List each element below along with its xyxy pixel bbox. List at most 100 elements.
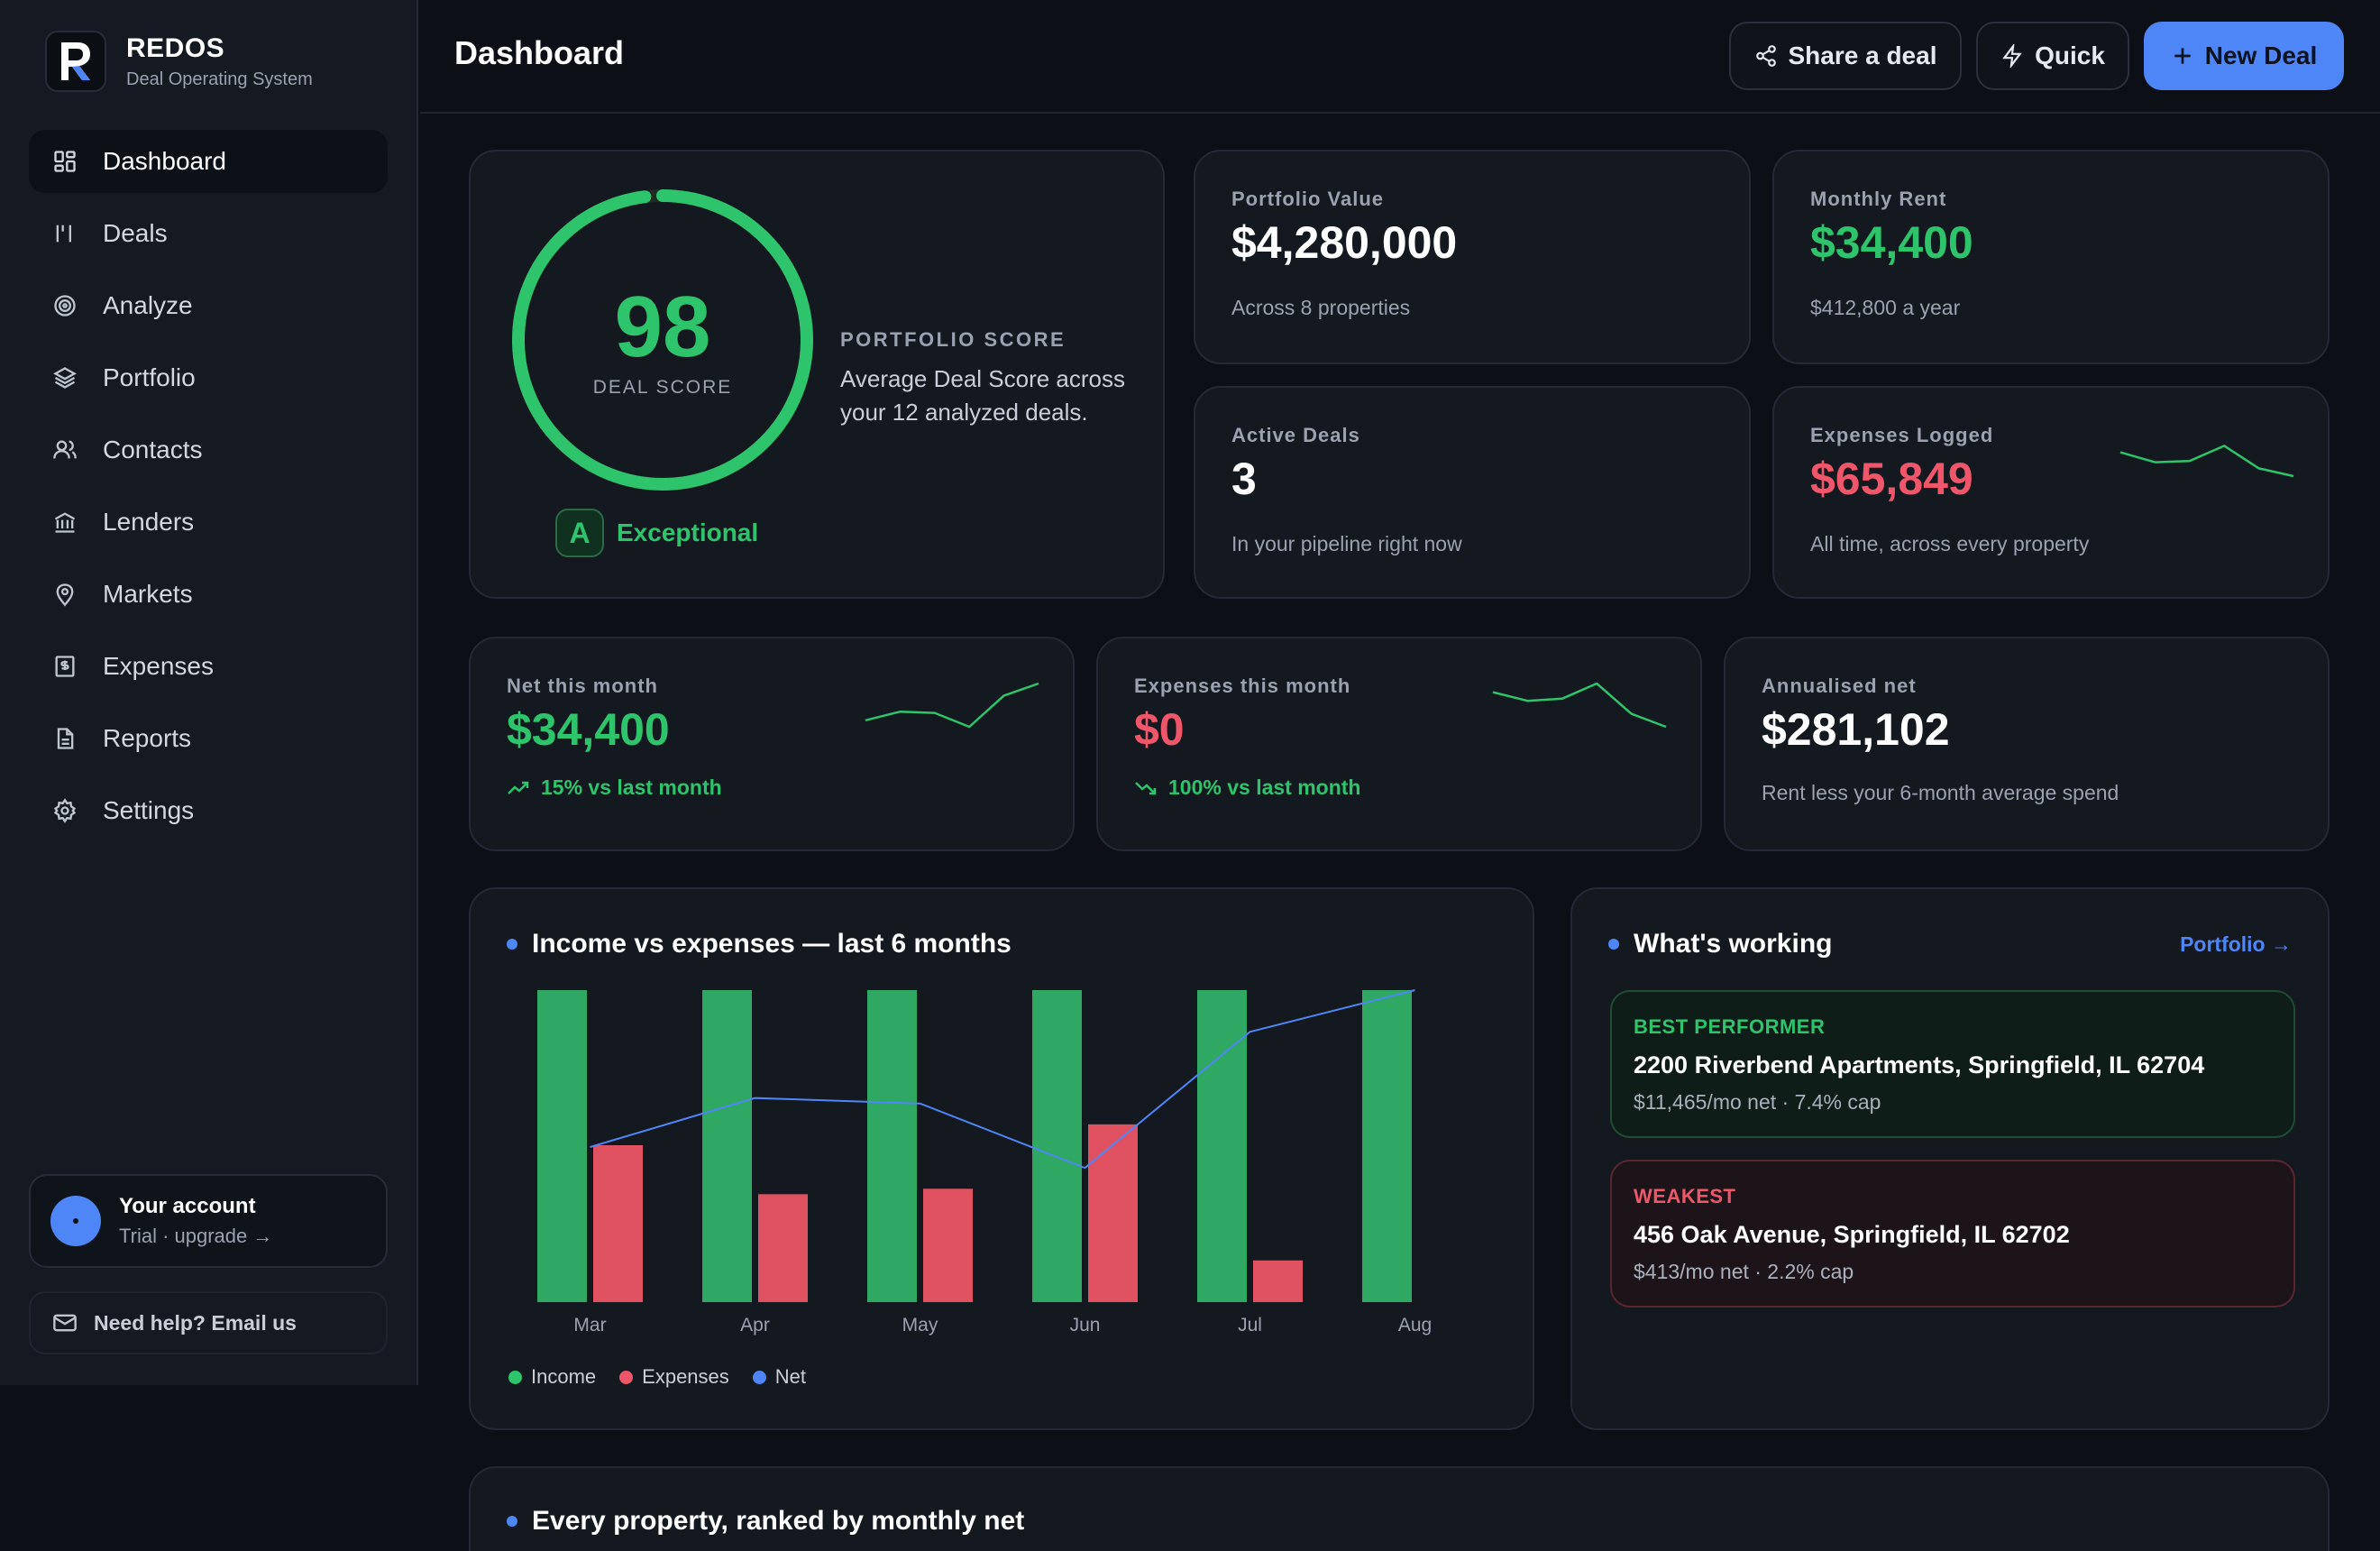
trend: 100% vs last month: [1134, 776, 1360, 800]
sparkline-line: [1492, 682, 1667, 729]
whats-working-title: What's working: [1608, 929, 1832, 959]
income-bar-may: [867, 990, 917, 1302]
sidebar-item-analyze[interactable]: Analyze: [29, 274, 388, 337]
expenses-logged-card[interactable]: Expenses Logged $65,849 All time, across…: [1772, 386, 2330, 599]
active-deals-card[interactable]: Active Deals 3 In your pipeline right no…: [1194, 386, 1751, 599]
best-performer-card[interactable]: BEST PERFORMER 2200 Riverbend Apartments…: [1610, 990, 2295, 1138]
chart-title: Income vs expenses — last 6 months: [507, 929, 1012, 959]
x-tick-label: Jul: [1238, 1315, 1262, 1335]
monthly-rent-card[interactable]: Monthly Rent $34,400 $412,800 a year: [1772, 150, 2330, 364]
sidebar-item-contacts[interactable]: Contacts: [29, 418, 388, 482]
sidebar-item-label: Markets: [103, 580, 193, 608]
sidebar-item-label: Portfolio: [103, 363, 196, 391]
account-card[interactable]: Your account Trial · upgrade →: [29, 1174, 388, 1268]
sidebar-item-label: Expenses: [103, 652, 214, 680]
sidebar-item-reports[interactable]: Reports: [29, 707, 388, 770]
net-line: [590, 989, 1415, 1170]
grid-icon: [50, 147, 79, 176]
portfolio-score-card: 98 DEAL SCORE A Exceptional PORTFOLIO SC…: [469, 150, 1165, 599]
sidebar-nav: Dashboard Deals Analyze Portfolio Contac…: [29, 130, 388, 851]
brand[interactable]: REDOS Deal Operating System: [45, 31, 313, 92]
weakest-tag: WEAKEST: [1634, 1185, 1736, 1207]
stat-value: $0: [1134, 704, 1185, 755]
annualised-net-card[interactable]: Annualised net $281,102 Rent less your 6…: [1724, 637, 2330, 851]
gear-icon: [50, 796, 79, 825]
income-bar-aug: [1362, 990, 1412, 1302]
ranked-title: Every property, ranked by monthly net: [507, 1506, 1024, 1537]
expenses-bar-mar: [593, 1144, 643, 1302]
help-label: Need help? Email us: [94, 1310, 297, 1335]
mail-icon: [52, 1312, 78, 1334]
account-title: Your account: [119, 1194, 256, 1218]
stat-value: $4,280,000: [1231, 217, 1458, 268]
share-icon: [1754, 44, 1778, 68]
sidebar-item-expenses[interactable]: Expenses: [29, 635, 388, 698]
grade-text: Exceptional: [617, 519, 759, 546]
x-tick-label: Jun: [1070, 1315, 1101, 1335]
legend-label: Net: [774, 1365, 807, 1388]
sidebar-item-markets[interactable]: Markets: [29, 563, 388, 626]
score-desc-line-1: Average Deal Score across: [840, 365, 1126, 392]
legend-net[interactable]: Net: [752, 1365, 807, 1389]
layers-icon: [50, 363, 79, 392]
sparkline-line: [865, 682, 1039, 729]
sidebar-item-label: Lenders: [103, 508, 195, 536]
new-deal-button[interactable]: New Deal: [2144, 22, 2344, 90]
net-month-card[interactable]: Net this month $34,400 15% vs last month: [469, 637, 1075, 851]
expenses-month-card[interactable]: Expenses this month $0 100% vs last mont…: [1096, 637, 1702, 851]
expenses-month-sparkline: [1492, 682, 1667, 729]
legend-expenses[interactable]: Expenses: [619, 1365, 729, 1389]
sidebar-item-portfolio[interactable]: Portfolio: [29, 346, 388, 409]
sidebar-item-label: Contacts: [103, 436, 203, 463]
sidebar-item-label: Reports: [103, 724, 192, 752]
trend: 15% vs last month: [507, 776, 722, 800]
stat-label: Active Deals: [1231, 424, 1360, 446]
x-tick-label: Apr: [740, 1315, 770, 1335]
stat-value: $65,849: [1810, 454, 1973, 504]
stat-value: 3: [1231, 454, 1257, 504]
sidebar-item-label: Deals: [103, 219, 168, 247]
weakest-card[interactable]: WEAKEST 456 Oak Avenue, Springfield, IL …: [1610, 1160, 2295, 1308]
grade-letter: A: [555, 509, 604, 557]
x-tick-label: Aug: [1398, 1315, 1432, 1335]
portfolio-link[interactable]: Portfolio →: [2180, 932, 2292, 956]
score-value: 98: [614, 279, 711, 375]
share-deal-button[interactable]: Share a deal: [1729, 22, 1962, 90]
chart-title-text: Income vs expenses — last 6 months: [532, 929, 1012, 959]
account-upgrade-link[interactable]: Trial · upgrade →: [119, 1225, 273, 1247]
portfolio-value-card[interactable]: Portfolio Value $4,280,000 Across 8 prop…: [1194, 150, 1751, 364]
brand-name: REDOS: [126, 32, 225, 63]
sidebar-item-deals[interactable]: Deals: [29, 202, 388, 265]
help-email-link[interactable]: Need help? Email us: [29, 1291, 388, 1354]
plus-icon: [2171, 44, 2194, 68]
stat-sub: $412,800 a year: [1810, 296, 1961, 319]
quick-label: Quick: [2035, 41, 2105, 69]
sidebar-item-settings[interactable]: Settings: [29, 779, 388, 842]
sparkline-line: [2119, 445, 2294, 478]
bars-icon: [50, 219, 79, 248]
trend-text: 100% vs last month: [1168, 776, 1361, 799]
x-tick-label: May: [902, 1315, 938, 1335]
expenses-bar-jun: [1088, 1124, 1138, 1302]
stat-label: Portfolio Value: [1231, 188, 1385, 210]
stat-sub: Across 8 properties: [1231, 296, 1411, 319]
quick-button[interactable]: Quick: [1976, 22, 2129, 90]
sidebar-item-label: Settings: [103, 796, 195, 824]
stat-value: $34,400: [1810, 217, 1973, 268]
sidebar-item-label: Dashboard: [103, 147, 226, 175]
legend-label: Income: [531, 1365, 597, 1388]
legend-income[interactable]: Income: [508, 1365, 596, 1389]
brand-tagline: Deal Operating System: [126, 69, 313, 89]
stat-label: Monthly Rent: [1810, 188, 1947, 210]
chart-legend: Income Expenses Net: [508, 1365, 829, 1389]
expenses-bar-jul: [1253, 1260, 1303, 1302]
weakest-property-meta: $413/mo net · 2.2% cap: [1634, 1260, 1854, 1283]
sidebar: REDOS Deal Operating System Dashboard De…: [0, 0, 418, 1385]
score-desc-line-2: your 12 analyzed deals.: [840, 399, 1088, 426]
stat-value: $34,400: [507, 704, 670, 755]
income-expenses-chart[interactable]: Mar Apr May Jun Jul Aug: [471, 979, 1462, 1358]
sidebar-item-lenders[interactable]: Lenders: [29, 491, 388, 554]
income-bar-jul: [1197, 990, 1247, 1302]
income-bar-jun: [1032, 990, 1082, 1302]
sidebar-item-dashboard[interactable]: Dashboard: [29, 130, 388, 193]
